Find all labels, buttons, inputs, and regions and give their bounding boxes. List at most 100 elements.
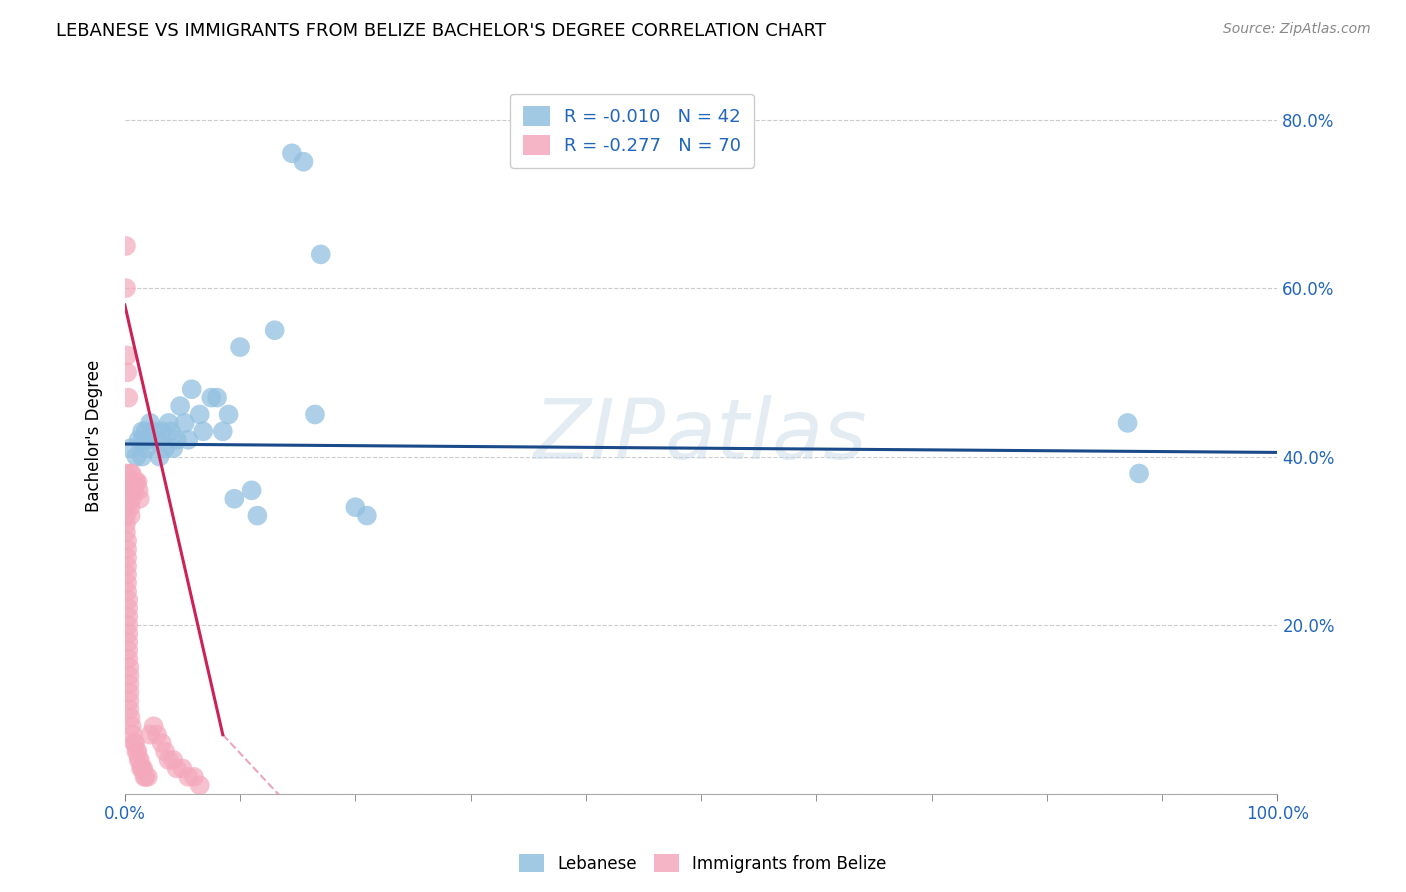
Point [153, 745, 176, 759]
Point [224, 491, 246, 506]
Point [120, 467, 142, 481]
Point [117, 626, 139, 640]
Text: ZIPatlas: ZIPatlas [534, 395, 868, 476]
Point [166, 761, 188, 775]
Point [115, 516, 138, 531]
Point [115, 584, 138, 599]
Point [153, 441, 176, 455]
Point [135, 425, 157, 439]
Point [122, 475, 145, 489]
Point [122, 736, 145, 750]
Point [115, 349, 138, 363]
Point [142, 719, 165, 733]
Point [122, 728, 145, 742]
Point [148, 450, 170, 464]
Point [131, 761, 153, 775]
Point [150, 425, 173, 439]
Point [193, 425, 215, 439]
Point [356, 508, 378, 523]
Point [211, 425, 233, 439]
Point [125, 450, 148, 464]
Point [125, 745, 148, 759]
Point [115, 550, 138, 565]
Point [132, 761, 155, 775]
Point [180, 382, 202, 396]
Point [118, 702, 141, 716]
Point [117, 652, 139, 666]
Point [146, 433, 169, 447]
Point [127, 745, 149, 759]
Point [120, 508, 142, 523]
Point [115, 542, 138, 557]
Point [117, 609, 139, 624]
Point [177, 433, 200, 447]
Point [1128, 467, 1150, 481]
Point [169, 399, 191, 413]
Point [166, 433, 188, 447]
Point [135, 770, 157, 784]
Point [188, 408, 211, 422]
Point [177, 770, 200, 784]
Point [115, 559, 138, 574]
Point [188, 778, 211, 792]
Point [128, 491, 150, 506]
Point [139, 416, 162, 430]
Point [134, 770, 156, 784]
Point [263, 323, 285, 337]
Point [120, 441, 142, 455]
Text: LEBANESE VS IMMIGRANTS FROM BELIZE BACHELOR'S DEGREE CORRELATION CHART: LEBANESE VS IMMIGRANTS FROM BELIZE BACHE… [56, 22, 827, 40]
Point [124, 736, 146, 750]
Point [200, 391, 222, 405]
Point [117, 601, 139, 615]
Point [122, 483, 145, 498]
Point [281, 146, 304, 161]
Y-axis label: Bachelor's Degree: Bachelor's Degree [86, 359, 103, 512]
Point [142, 425, 165, 439]
Point [118, 677, 141, 691]
Point [120, 711, 142, 725]
Point [124, 475, 146, 489]
Point [117, 643, 139, 657]
Point [115, 525, 138, 540]
Point [122, 475, 145, 489]
Point [128, 753, 150, 767]
Point [139, 728, 162, 742]
Point [127, 475, 149, 489]
Point [121, 491, 143, 506]
Point [304, 408, 326, 422]
Point [150, 736, 173, 750]
Point [117, 391, 139, 405]
Point [115, 483, 138, 498]
Point [118, 685, 141, 699]
Point [128, 483, 150, 498]
Point [309, 247, 332, 261]
Point [183, 770, 205, 784]
Point [240, 483, 263, 498]
Point [160, 425, 183, 439]
Point [146, 728, 169, 742]
Point [173, 416, 195, 430]
Point [246, 508, 269, 523]
Point [115, 467, 138, 481]
Point [117, 635, 139, 649]
Point [118, 660, 141, 674]
Point [118, 694, 141, 708]
Text: Source: ZipAtlas.com: Source: ZipAtlas.com [1223, 22, 1371, 37]
Legend: Lebanese, Immigrants from Belize: Lebanese, Immigrants from Belize [513, 847, 893, 880]
Point [115, 533, 138, 548]
Point [115, 281, 138, 295]
Legend: R = -0.010   N = 42, R = -0.277   N = 70: R = -0.010 N = 42, R = -0.277 N = 70 [510, 94, 754, 168]
Point [129, 761, 152, 775]
Point [117, 592, 139, 607]
Point [115, 500, 138, 515]
Point [118, 669, 141, 683]
Point [218, 408, 240, 422]
Point [131, 425, 153, 439]
Point [128, 753, 150, 767]
Point [115, 239, 138, 253]
Point [120, 500, 142, 515]
Point [121, 719, 143, 733]
Point [132, 433, 155, 447]
Point [122, 483, 145, 498]
Point [229, 340, 252, 354]
